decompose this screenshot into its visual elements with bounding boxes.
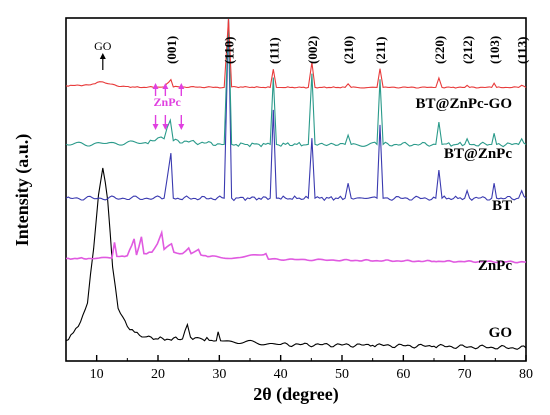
- znpc-down-arrow-head: [152, 124, 159, 130]
- znpc-up-arrow-head: [152, 83, 159, 89]
- peak-label: (103): [487, 36, 502, 64]
- znpc-up-arrow-head: [178, 83, 185, 89]
- x-tick-label: 40: [274, 367, 288, 382]
- series-line-bt: [65, 18, 527, 202]
- x-tick-label: 30: [212, 367, 226, 382]
- znpc-down-arrow-head: [178, 124, 185, 130]
- x-tick-label: 70: [458, 367, 472, 382]
- peak-label: (002): [305, 36, 320, 64]
- peak-label: (110): [222, 37, 237, 64]
- peak-label: (211): [373, 37, 388, 64]
- x-axis-ticks: 10 20 30 40 50 60 70 80: [65, 355, 533, 382]
- series-label-bt: BT: [492, 198, 512, 214]
- annotations: GO ZnPc: [94, 39, 185, 130]
- x-tick-label: 50: [335, 367, 349, 382]
- plot-area: GO ZnPc BT BT@ZnPc BT@ZnPc-GO (001) (110) (111…: [65, 17, 533, 382]
- series-line-znpc: [65, 229, 527, 264]
- peak-labels: (001) (110) (111) (002) (210) (211) (220) (212)…: [164, 36, 530, 64]
- peak-label: (111): [266, 37, 281, 64]
- series-label-go: GO: [489, 325, 512, 341]
- znpc-up-arrow-head: [162, 83, 169, 89]
- y-axis-label: Intensity (a.u.): [12, 134, 33, 247]
- series-label-bt-znpc: BT@ZnPc: [444, 146, 512, 162]
- x-tick-label: 80: [519, 367, 533, 382]
- znpc-down-arrow-head: [162, 124, 169, 130]
- series-layer: [65, 18, 527, 350]
- series-label-znpc: ZnPc: [478, 258, 513, 274]
- go-marker-arrow-head: [99, 53, 106, 59]
- x-tick-label: 60: [396, 367, 410, 382]
- x-tick-label: 10: [90, 367, 104, 382]
- peak-label: (113): [515, 37, 530, 64]
- series-label-bt-znpc-go: BT@ZnPc-GO: [416, 96, 512, 112]
- peak-label: (001): [164, 36, 179, 64]
- znpc-marker-label: ZnPc: [154, 95, 182, 109]
- series-labels: GO ZnPc BT BT@ZnPc BT@ZnPc-GO: [416, 96, 513, 341]
- peak-label: (212): [460, 36, 475, 64]
- series-line-bt-znpc: [65, 18, 527, 148]
- peak-label: (220): [432, 36, 447, 64]
- x-axis-label: 2θ (degree): [253, 384, 339, 405]
- series-line-bt-znpc-go: [65, 18, 527, 89]
- plot-frame: [65, 17, 527, 362]
- x-tick-label: 20: [151, 367, 165, 382]
- series-line-go: [65, 167, 527, 350]
- go-marker-label: GO: [94, 39, 112, 53]
- peak-label: (210): [341, 36, 356, 64]
